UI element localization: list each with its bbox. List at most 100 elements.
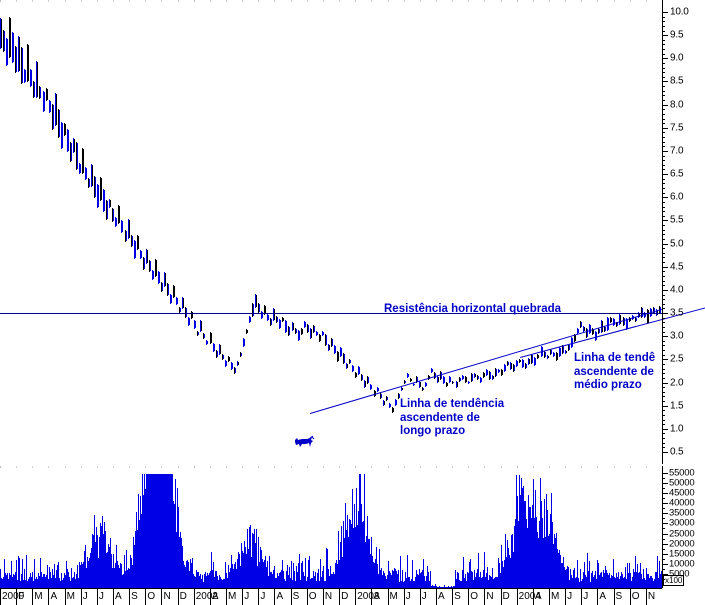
volume-bar	[135, 530, 136, 588]
volume-bar	[98, 557, 99, 588]
price-minor-tick	[662, 271, 665, 273]
price-bar	[198, 332, 199, 336]
volume-bar	[359, 474, 360, 588]
annotation-med-line-1: Linha de tendê	[574, 352, 656, 364]
price-bar	[472, 374, 473, 381]
volume-bar	[612, 576, 613, 588]
price-tick-label: 1.5	[670, 400, 684, 412]
price-minor-tick	[662, 257, 665, 259]
price-minor-tick	[662, 53, 665, 55]
price-bar	[548, 355, 549, 359]
volume-bar	[256, 529, 257, 588]
time-axis-tick	[177, 589, 179, 605]
volume-bar	[231, 554, 232, 588]
price-bar	[624, 318, 625, 326]
price-bar	[7, 39, 8, 65]
price-bar	[107, 200, 108, 220]
gridline	[226, 0, 228, 464]
time-axis-tick	[387, 589, 389, 605]
volume-plot-area[interactable]	[0, 466, 662, 588]
volume-bar	[88, 560, 89, 588]
volume-tick-label: 35000	[669, 507, 695, 519]
price-bar	[228, 355, 229, 363]
volume-bar	[24, 569, 25, 588]
time-axis-tick	[32, 589, 34, 605]
volume-bar	[419, 569, 420, 588]
price-bar	[578, 329, 579, 334]
time-axis-tick	[371, 589, 373, 605]
price-bar	[642, 308, 643, 317]
price-tick	[662, 428, 668, 430]
price-bar	[182, 297, 183, 310]
volume-bar	[409, 576, 410, 588]
volume-bar	[648, 573, 649, 588]
volume-bar	[407, 554, 408, 588]
price-minor-tick	[662, 137, 665, 139]
price-bar	[116, 217, 117, 227]
volume-bar	[651, 576, 652, 588]
price-bar	[429, 376, 430, 380]
price-bar	[356, 373, 357, 378]
gridline	[629, 0, 631, 464]
price-bar	[450, 377, 451, 383]
volume-bar	[525, 501, 526, 588]
gridline	[0, 466, 1, 588]
price-bar	[21, 47, 22, 84]
gridline	[290, 466, 292, 588]
price-bar	[437, 376, 438, 384]
price-minor-tick	[662, 178, 665, 180]
price-plot-area[interactable]: Resistência horizontal quebrada Linha de…	[0, 0, 705, 464]
volume-bar	[574, 568, 575, 588]
volume-bar	[84, 551, 85, 588]
price-bar	[286, 320, 287, 332]
volume-bar	[280, 571, 281, 588]
volume-bar	[539, 521, 540, 588]
price-tick	[662, 35, 668, 37]
time-axis-tick	[435, 589, 437, 605]
volume-bar	[103, 533, 104, 588]
volume-bar	[238, 551, 239, 588]
volume-bar	[401, 581, 402, 588]
price-bar	[206, 340, 207, 346]
volume-bar	[369, 538, 370, 588]
gridline	[177, 466, 179, 588]
volume-bar	[40, 557, 41, 588]
volume-bar	[108, 544, 109, 588]
price-tick-label: 5.0	[670, 238, 684, 250]
price-bar	[526, 363, 527, 369]
time-axis-tick	[516, 589, 518, 605]
horizontal-resistance-line[interactable]	[0, 313, 662, 315]
price-minor-tick	[662, 294, 665, 296]
price-bar	[62, 123, 63, 148]
price-bar	[319, 334, 320, 343]
volume-bar	[267, 560, 268, 588]
volume-bar	[607, 572, 608, 588]
volume-bar	[288, 575, 289, 588]
volume-bar	[234, 563, 235, 588]
price-bar	[288, 325, 289, 337]
volume-bar	[196, 569, 197, 588]
volume-bar	[311, 578, 312, 588]
price-minor-tick	[662, 308, 665, 310]
gridline	[419, 466, 421, 588]
price-bar	[264, 304, 265, 316]
price-bar	[92, 164, 93, 186]
volume-bar	[295, 580, 296, 588]
volume-bar	[213, 562, 214, 588]
price-bar	[419, 380, 420, 389]
price-minor-tick	[662, 234, 665, 236]
volume-bar	[495, 577, 496, 588]
volume-bar	[638, 572, 639, 588]
volume-bar	[639, 571, 640, 588]
price-bar	[101, 178, 102, 200]
volume-bar	[621, 572, 622, 588]
volume-bar	[96, 527, 97, 588]
volume-bar	[120, 563, 121, 588]
volume-bar	[115, 563, 116, 588]
volume-bar	[390, 572, 391, 588]
volume-bar	[315, 572, 316, 588]
volume-bar	[430, 570, 431, 588]
volume-bar	[418, 575, 419, 588]
price-bar	[551, 350, 552, 354]
volume-bar	[370, 554, 371, 588]
